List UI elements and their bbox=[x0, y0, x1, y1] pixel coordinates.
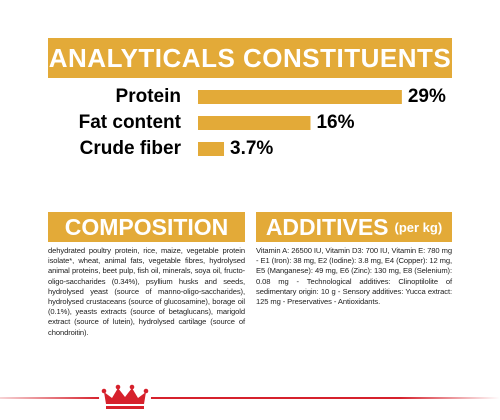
analytics-banner: ANALYTICALS CONSTITUENTS bbox=[48, 38, 452, 78]
category-label: Fat content bbox=[79, 112, 182, 133]
additives-title: ADDITIVES bbox=[265, 213, 389, 240]
additives-banner: ADDITIVES (per kg) bbox=[256, 212, 452, 242]
value-label: 3.7% bbox=[230, 138, 273, 159]
category-label: Crude fiber bbox=[80, 138, 182, 159]
value-label: 16% bbox=[316, 112, 354, 133]
bar bbox=[198, 142, 225, 156]
composition-text: dehydrated poultry protein, rice, maize,… bbox=[48, 246, 245, 337]
footer-logo bbox=[0, 384, 500, 410]
composition-banner: COMPOSITION bbox=[48, 212, 245, 242]
bar bbox=[198, 90, 402, 104]
crown bbox=[104, 388, 146, 404]
analytics-chart: Protein 29% Fat content 16% Crude fiber 3.7% bbox=[79, 86, 446, 159]
additives-text: Vitamin A: 26500 IU, Vitamin D3: 700 IU,… bbox=[256, 246, 452, 307]
additives-title-note: (per kg) bbox=[394, 219, 443, 235]
bar bbox=[198, 116, 311, 130]
analytics-title: ANALYTICALS CONSTITUENTS bbox=[48, 42, 452, 73]
composition-title: COMPOSITION bbox=[64, 213, 229, 240]
footer-line bbox=[0, 397, 500, 399]
value-label: 29% bbox=[408, 86, 446, 107]
category-label: Protein bbox=[116, 86, 181, 107]
